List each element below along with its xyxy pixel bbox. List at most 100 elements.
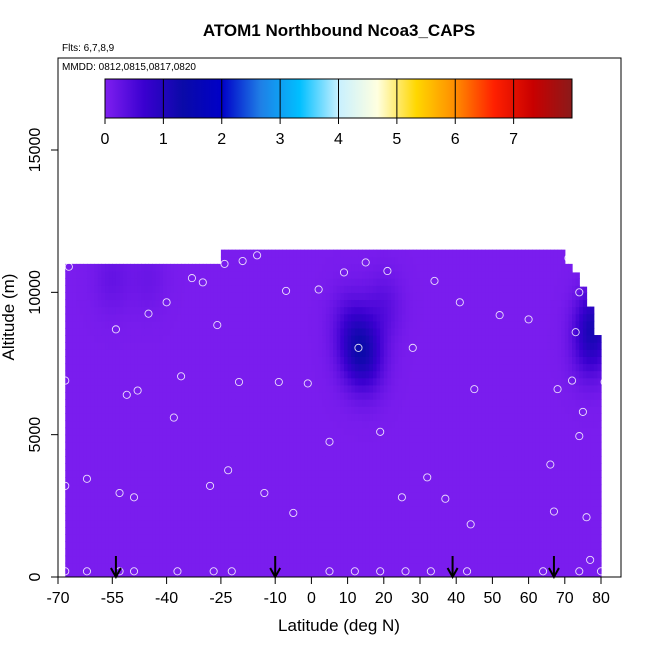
heatmap-cell xyxy=(354,306,360,315)
heatmap-cell xyxy=(394,470,399,478)
heatmap-cell xyxy=(94,335,99,343)
heatmap-cell xyxy=(246,391,251,400)
heatmap-cell xyxy=(300,413,305,422)
heatmap-cell xyxy=(148,477,153,486)
heatmap-cell xyxy=(134,484,139,493)
heatmap-cell xyxy=(459,363,465,372)
heatmap-cell xyxy=(296,299,302,308)
heatmap-cell xyxy=(231,534,236,543)
heatmap-cell xyxy=(340,327,345,336)
heatmap-cell xyxy=(438,370,443,379)
heatmap-cell xyxy=(213,463,218,471)
heatmap-cell xyxy=(333,320,338,329)
heatmap-cell xyxy=(137,363,142,372)
heatmap-cell xyxy=(423,448,428,457)
heatmap-cell xyxy=(452,441,457,450)
heatmap-cell xyxy=(123,491,128,500)
heatmap-cell xyxy=(434,448,439,457)
heatmap-cell xyxy=(188,313,193,322)
heatmap-cell xyxy=(119,391,124,400)
heatmap-cell xyxy=(166,463,171,471)
heatmap-cell xyxy=(126,406,131,414)
heatmap-cell xyxy=(148,427,153,436)
heatmap-cell xyxy=(134,342,139,350)
heatmap-cell xyxy=(438,569,443,577)
heatmap-cell xyxy=(144,420,150,429)
heatmap-cell xyxy=(286,548,291,557)
heatmap-cell xyxy=(405,534,410,543)
heatmap-cell xyxy=(119,313,124,322)
heatmap-cell xyxy=(177,278,182,286)
heatmap-cell xyxy=(365,520,370,528)
heatmap-cell xyxy=(144,377,150,386)
heatmap-cell xyxy=(134,263,139,272)
heatmap-cell xyxy=(369,320,374,329)
heatmap-cell xyxy=(278,512,284,521)
heatmap-cell xyxy=(343,292,349,301)
heatmap-cell xyxy=(325,285,331,293)
heatmap-cell xyxy=(217,399,222,407)
heatmap-cell xyxy=(343,548,349,557)
heatmap-cell xyxy=(456,342,461,350)
heatmap-cell xyxy=(239,512,244,521)
heatmap-cell xyxy=(318,313,323,322)
heatmap-cell xyxy=(188,491,193,500)
heatmap-cell xyxy=(300,292,305,301)
heatmap-cell xyxy=(76,505,81,514)
heatmap-cell xyxy=(293,406,298,414)
heatmap-cell xyxy=(412,263,417,272)
heatmap-cell xyxy=(430,256,436,265)
heatmap-cell xyxy=(83,491,88,500)
heatmap-cell xyxy=(325,292,331,301)
heatmap-cell xyxy=(152,456,157,464)
heatmap-cell xyxy=(358,541,363,550)
heatmap-cell xyxy=(246,441,251,450)
heatmap-cell xyxy=(199,569,204,577)
heatmap-cell xyxy=(264,548,269,557)
heatmap-cell xyxy=(340,541,345,550)
heatmap-cell xyxy=(343,520,349,528)
heatmap-cell xyxy=(329,278,334,286)
heatmap-cell xyxy=(369,349,374,357)
heatmap-cell xyxy=(289,363,294,372)
heatmap-cell xyxy=(329,349,334,357)
heatmap-cell xyxy=(445,534,450,543)
heatmap-cell xyxy=(278,477,284,486)
heatmap-cell xyxy=(144,370,150,379)
heatmap-cell xyxy=(155,470,160,478)
heatmap-cell xyxy=(260,370,265,379)
heatmap-cell xyxy=(336,413,341,422)
heatmap-cell xyxy=(90,441,95,450)
heatmap-cell xyxy=(354,534,360,543)
heatmap-cell xyxy=(170,427,175,436)
heatmap-cell xyxy=(423,278,428,286)
heatmap-cell xyxy=(325,299,331,308)
heatmap-cell xyxy=(228,399,233,407)
heatmap-cell xyxy=(278,484,284,493)
heatmap-cell xyxy=(278,441,284,450)
heatmap-cell xyxy=(275,384,280,393)
heatmap-cell xyxy=(409,512,414,521)
heatmap-cell xyxy=(304,456,309,464)
heatmap-cell xyxy=(235,505,240,514)
heatmap-cell xyxy=(387,569,392,577)
heatmap-cell xyxy=(228,456,233,464)
heatmap-cell xyxy=(206,285,211,293)
heatmap-cell xyxy=(130,420,135,429)
heatmap-cell xyxy=(296,470,302,478)
heatmap-cell xyxy=(318,249,323,258)
heatmap-cell xyxy=(304,249,309,258)
heatmap-cell xyxy=(391,441,396,450)
heatmap-cell xyxy=(405,420,410,429)
heatmap-cell xyxy=(137,420,142,429)
heatmap-cell xyxy=(217,356,222,365)
heatmap-cell xyxy=(144,278,150,286)
heatmap-cell xyxy=(333,477,338,486)
heatmap-cell xyxy=(286,270,291,279)
heatmap-cell xyxy=(438,420,443,429)
heatmap-cell xyxy=(333,377,338,386)
heatmap-cell xyxy=(311,285,316,293)
heatmap-cell xyxy=(162,498,168,507)
heatmap-cell xyxy=(177,463,182,471)
heatmap-cell xyxy=(119,534,124,543)
